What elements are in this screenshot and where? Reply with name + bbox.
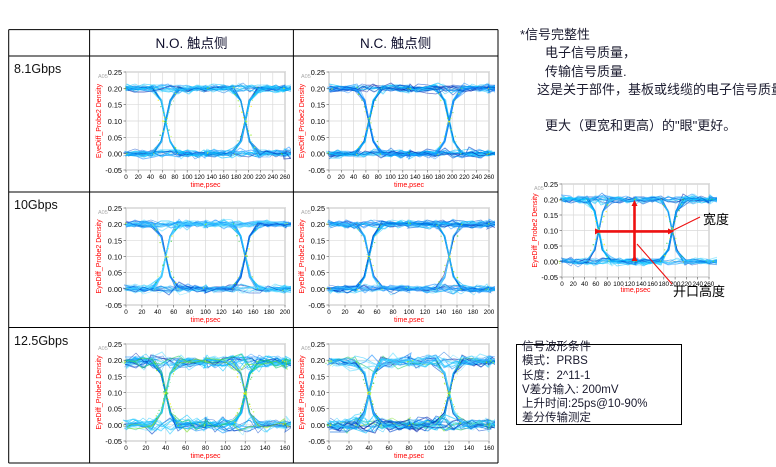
svg-text:宽度: 宽度 bbox=[703, 212, 729, 227]
svg-text:开口高度: 开口高度 bbox=[673, 284, 725, 299]
